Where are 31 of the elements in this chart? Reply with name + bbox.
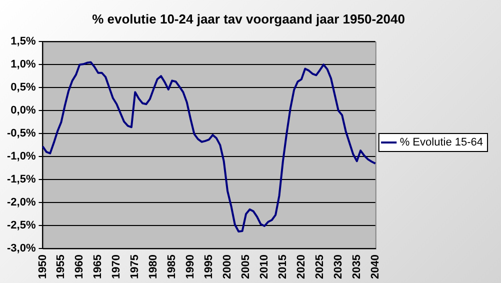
y-tick-label: -2,0%: [6, 196, 36, 209]
x-tick-label: 1950: [36, 254, 49, 280]
x-tick-label: 1965: [92, 254, 104, 280]
y-tick-label: -1,0%: [6, 150, 36, 163]
x-tick-label: 2005: [240, 254, 252, 280]
x-tick-label: 1955: [55, 254, 68, 280]
y-tick-label: 1,0%: [10, 58, 36, 71]
x-tick-label: 1980: [148, 254, 160, 280]
x-tick-label: 2020: [295, 254, 308, 280]
x-tick-label: 1970: [110, 254, 123, 280]
x-tick-label: 2030: [332, 254, 344, 280]
x-tick-label: 2015: [276, 254, 289, 280]
x-tick-label: 2010: [258, 254, 271, 280]
legend-label: % Evolutie 15-64: [400, 136, 484, 149]
y-tick-label: 0,5%: [10, 82, 36, 94]
chart-title: % evolutie 10-24 jaar tav voorgaand jaar 1950-2040: [92, 11, 405, 26]
x-tick-label: 1975: [129, 254, 142, 280]
y-tick-label: -1,5%: [6, 174, 36, 186]
y-tick-label: 0,0%: [10, 104, 36, 117]
x-tick-label: 1995: [203, 254, 216, 280]
x-tick-label: 2000: [222, 254, 234, 280]
y-tick-label: 1,5%: [10, 36, 36, 48]
x-tick-label: 2025: [314, 254, 326, 280]
x-tick-label: 1985: [166, 254, 178, 280]
x-tick-label: 1960: [74, 254, 86, 280]
y-tick-label: -3,0%: [6, 242, 36, 255]
x-tick-label: 2035: [350, 254, 363, 280]
x-tick-label: 1990: [184, 254, 197, 280]
y-tick-label: -0,5%: [6, 128, 36, 140]
y-tick-label: -2,5%: [6, 220, 36, 232]
x-tick-label: 2040: [369, 254, 382, 280]
